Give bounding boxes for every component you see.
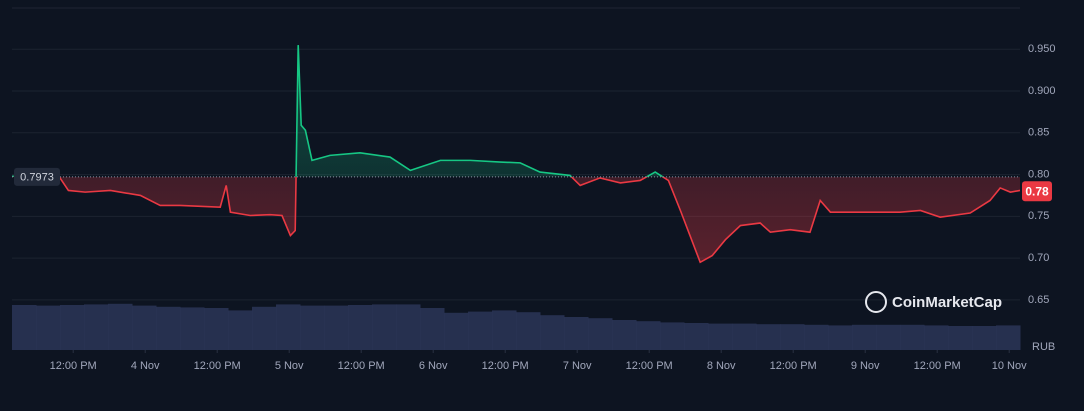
- volume-bar: [228, 310, 253, 350]
- x-tick-label: 12:00 PM: [626, 360, 673, 372]
- y-tick-label: 0.70: [1028, 252, 1049, 264]
- volume-bar: [612, 320, 637, 350]
- volume-bar: [84, 304, 109, 350]
- x-tick-label: 12:00 PM: [50, 360, 97, 372]
- x-tick-label: 12:00 PM: [194, 360, 241, 372]
- volume-bar: [660, 322, 685, 350]
- volume-bar: [684, 323, 709, 350]
- y-tick-label: 0.900: [1028, 85, 1056, 97]
- volume-bar: [300, 305, 325, 350]
- x-tick-label: 12:00 PM: [770, 360, 817, 372]
- volume-bar: [828, 325, 853, 350]
- x-tick-label: 5 Nov: [275, 360, 304, 372]
- volume-bar: [636, 321, 661, 350]
- x-tick-label: 6 Nov: [419, 360, 448, 372]
- volume-bar: [972, 326, 997, 350]
- price-line-down: [11, 176, 1021, 264]
- y-tick-label: 0.75: [1028, 210, 1049, 222]
- x-tick-label: 12:00 PM: [338, 360, 385, 372]
- area-down: [12, 176, 1020, 263]
- volume-bar: [516, 312, 541, 350]
- baseline-label: 0.7973: [20, 172, 54, 184]
- x-tick-label: 12:00 PM: [482, 360, 529, 372]
- volume-bar: [420, 308, 445, 350]
- volume-bar: [732, 323, 757, 350]
- volume-bar: [588, 318, 613, 350]
- volume-bar: [468, 311, 493, 350]
- volume-bar: [276, 304, 301, 350]
- volume-bar: [540, 315, 565, 350]
- x-tick-label: 4 Nov: [131, 360, 160, 372]
- volume-bar: [804, 324, 829, 350]
- volume-bar: [204, 308, 229, 350]
- volume-bar: [780, 324, 805, 350]
- x-tick-label: 9 Nov: [851, 360, 880, 372]
- watermark: CoinMarketCap: [865, 291, 1002, 313]
- y-tick-label: 0.950: [1028, 43, 1056, 55]
- watermark-text: CoinMarketCap: [892, 294, 1002, 311]
- volume-bar: [756, 324, 781, 350]
- volume-bar: [60, 305, 85, 350]
- logo: [865, 291, 887, 313]
- x-tick-label: 8 Nov: [707, 360, 736, 372]
- last-price-label: 0.78: [1025, 184, 1049, 198]
- volume-bar: [324, 305, 349, 350]
- price-line-up: [11, 45, 665, 177]
- volume-bar: [708, 323, 733, 350]
- x-tick-label: 10 Nov: [992, 360, 1027, 372]
- x-tick-label: 7 Nov: [563, 360, 592, 372]
- volume-bar: [108, 303, 133, 350]
- x-tick-label: 12:00 PM: [914, 360, 961, 372]
- volume-bar: [564, 317, 589, 350]
- volume-bar: [132, 305, 157, 350]
- volume-bar: [252, 306, 277, 350]
- volume-bar: [396, 304, 421, 350]
- volume-bar: [444, 312, 469, 350]
- volume-bar: [12, 305, 37, 350]
- volume-bar: [924, 325, 949, 350]
- volume-bar: [372, 304, 397, 350]
- volume-bar: [900, 324, 925, 350]
- y-tick-label: 0.85: [1028, 127, 1049, 139]
- volume-bar: [492, 310, 517, 350]
- last-price-badge: [1022, 181, 1052, 202]
- volume-bar: [180, 307, 205, 350]
- volume-bar: [852, 324, 877, 350]
- y-tick-label: 0.80: [1028, 168, 1049, 180]
- volume-bar: [36, 305, 61, 350]
- baseline-badge: [14, 167, 60, 186]
- volume-bar: [948, 326, 973, 350]
- volume-bar: [996, 325, 1021, 350]
- volume-bar: [348, 305, 373, 350]
- volume-bar: [876, 324, 901, 350]
- volume-bar: [156, 306, 181, 350]
- y-tick-label: 0.65: [1028, 294, 1049, 306]
- currency-label: RUB: [1032, 341, 1055, 353]
